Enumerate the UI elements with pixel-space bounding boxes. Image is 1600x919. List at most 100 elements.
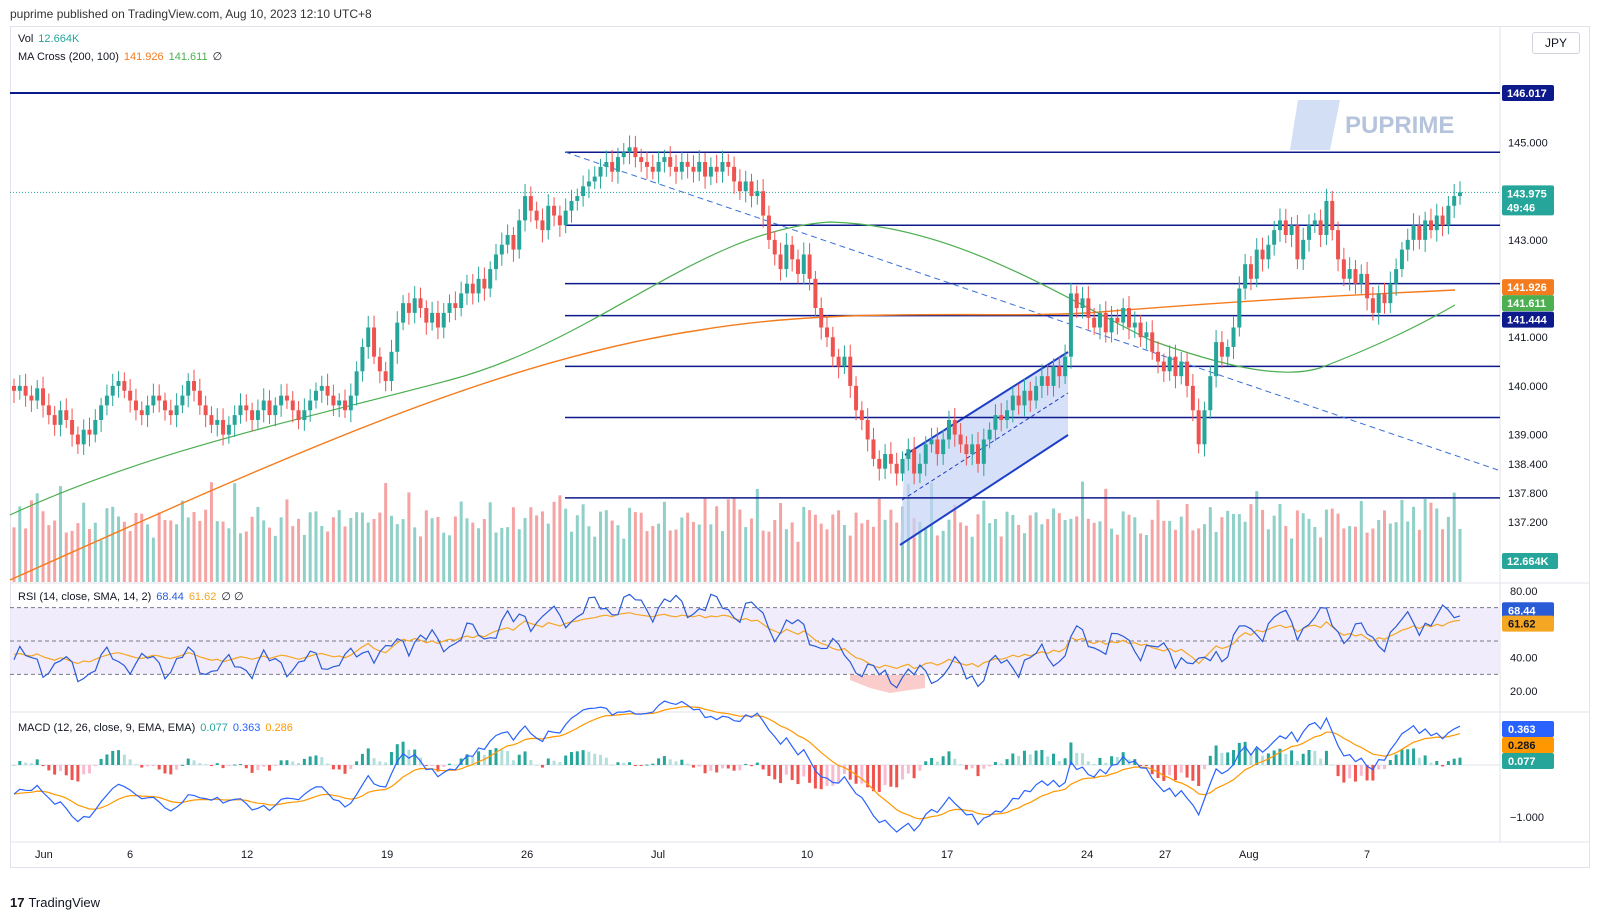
macd-histogram-bar: [163, 765, 167, 774]
candle-body: [970, 444, 975, 455]
candle-body: [1080, 298, 1085, 309]
candle-body: [267, 400, 272, 416]
macd-histogram-bar: [105, 754, 109, 765]
candle-body: [1336, 230, 1341, 260]
candle-body: [383, 371, 388, 382]
publish-info: puprime published on TradingView.com, Au…: [10, 7, 372, 21]
macd-histogram-bar: [645, 764, 649, 766]
macd-histogram-bar: [1284, 753, 1288, 765]
volume-bar: [703, 498, 707, 582]
macd-histogram-bar: [1098, 757, 1102, 765]
volume-bar: [662, 501, 666, 582]
rsi-tick-label: 20.00: [1510, 686, 1538, 698]
volume-bar: [1394, 522, 1398, 582]
macd-histogram-bar: [599, 754, 603, 765]
macd-histogram-bar: [779, 765, 783, 784]
volume-bar: [482, 519, 486, 582]
candle-body: [1208, 376, 1213, 411]
volume-bar: [918, 521, 922, 582]
macd-histogram-bar: [1051, 753, 1055, 765]
macd-histogram-bar: [378, 761, 382, 765]
volume-bar: [488, 502, 492, 582]
candle-body: [308, 400, 313, 411]
macd-histogram-bar: [639, 765, 643, 766]
candle-body: [406, 303, 411, 313]
candle-body: [261, 400, 266, 411]
macd-histogram-bar: [1226, 752, 1230, 765]
macd-histogram-bar: [198, 763, 202, 765]
volume-bar: [459, 501, 463, 582]
volume-bar: [1034, 512, 1038, 582]
macd-histogram-bar: [291, 761, 295, 765]
macd-histogram-bar: [895, 765, 899, 788]
macd-histogram-bar: [314, 755, 318, 765]
volume-bar: [982, 500, 986, 582]
rsi-tag: 68.44: [1508, 605, 1536, 617]
macd-histogram-bar: [552, 760, 556, 765]
volume-bar: [140, 513, 144, 582]
macd-histogram-bar: [29, 763, 33, 765]
macd-histogram-bar: [523, 751, 527, 765]
macd-histogram-bar: [1377, 765, 1381, 770]
volume-bar: [378, 512, 382, 582]
candle-body: [122, 381, 127, 391]
macd-histogram-bar: [1429, 762, 1433, 765]
currency-button[interactable]: JPY: [1532, 32, 1580, 54]
macd-histogram-bar: [1446, 761, 1450, 765]
volume-bar: [366, 522, 370, 582]
tradingview-logo-icon: 17: [10, 895, 25, 910]
candle-body: [807, 254, 812, 279]
macd-histogram-bar: [529, 760, 533, 765]
macd-histogram-bar: [953, 758, 957, 765]
volume-bar: [413, 527, 417, 582]
macd-histogram-bar: [180, 764, 184, 766]
candle-body: [1376, 293, 1381, 313]
candle-body: [511, 234, 516, 250]
volume-bar: [1458, 528, 1462, 582]
macd-histogram-bar: [1057, 760, 1061, 765]
candle-body: [801, 254, 806, 274]
volume-bar: [1208, 507, 1212, 582]
candle-body: [1190, 385, 1195, 411]
macd-histogram-bar: [1301, 753, 1305, 765]
time-axis-label: Aug: [1239, 849, 1259, 861]
candle-body: [157, 395, 162, 401]
candle-body: [377, 356, 382, 372]
volume-bar: [790, 522, 794, 582]
macd-histogram-bar: [755, 762, 759, 765]
macd-histogram-bar: [1115, 756, 1119, 765]
macd-histogram-bar: [831, 765, 835, 786]
volume-bar: [93, 522, 97, 582]
candle-body: [215, 419, 220, 425]
macd-histogram-bar: [64, 765, 68, 776]
candle-body: [946, 419, 951, 440]
volume-bar: [1272, 515, 1276, 582]
macd-histogram-bar: [1017, 756, 1021, 765]
volume-bar: [308, 512, 312, 582]
candle-body: [464, 283, 469, 294]
candle-body: [778, 254, 783, 270]
macd-histogram-bar: [773, 765, 777, 780]
volume-bar: [401, 519, 405, 582]
candle-body: [1394, 269, 1399, 284]
macd-histogram-bar: [204, 764, 208, 766]
volume-bar: [320, 525, 324, 582]
volume-bar: [1150, 519, 1154, 582]
price-tick-label: 143.000: [1508, 235, 1548, 247]
volume-bar: [1127, 514, 1131, 582]
volume-tag-bg: [1502, 553, 1558, 569]
time-axis-label: 24: [1081, 849, 1093, 861]
volume-bar: [837, 510, 841, 582]
candle-body: [679, 161, 684, 172]
candle-body: [244, 405, 249, 411]
volume-bar: [1086, 518, 1090, 582]
volume-bar: [1185, 504, 1189, 582]
candle-body: [389, 351, 394, 382]
volume-bar: [930, 482, 934, 582]
macd-histogram-bar: [1307, 749, 1311, 765]
macd-histogram-bar: [964, 765, 968, 770]
candle-body: [1243, 264, 1248, 289]
volume-bar: [18, 506, 22, 582]
macd-histogram-bar: [877, 765, 881, 792]
candle-body: [906, 449, 911, 459]
